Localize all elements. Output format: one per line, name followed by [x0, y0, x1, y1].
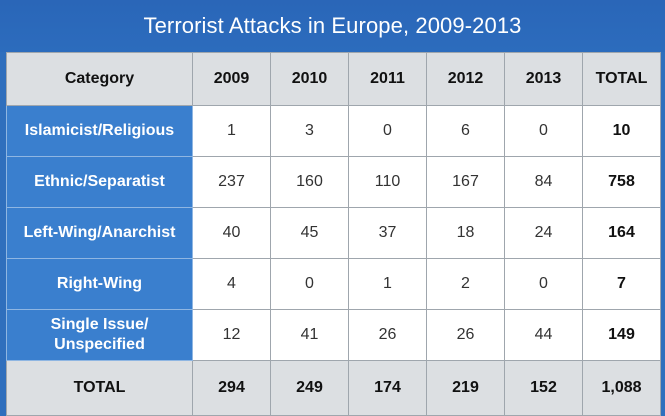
data-cell: 41 [270, 309, 349, 361]
chart-title: Terrorist Attacks in Europe, 2009-2013 [0, 0, 665, 52]
table-row: Left-Wing/Anarchist 40 45 37 18 24 164 [6, 207, 661, 259]
row-total-cell: 164 [582, 207, 661, 259]
category-label: Islamicist/Religious [6, 105, 193, 157]
total-cell: 294 [192, 360, 271, 416]
total-cell: 219 [426, 360, 505, 416]
table-row: Islamicist/Religious 1 3 0 6 0 10 [6, 105, 661, 157]
total-cell: 152 [504, 360, 583, 416]
category-label: Right-Wing [6, 258, 193, 310]
table-row: Single Issue/ Unspecified 12 41 26 26 44… [6, 309, 661, 361]
data-cell: 26 [348, 309, 427, 361]
column-header: TOTAL [582, 52, 661, 106]
column-header: Category [6, 52, 193, 106]
data-cell: 18 [426, 207, 505, 259]
data-cell: 160 [270, 156, 349, 208]
total-cell: 249 [270, 360, 349, 416]
category-label: Single Issue/ Unspecified [6, 309, 193, 361]
row-total-cell: 758 [582, 156, 661, 208]
row-total-cell: 7 [582, 258, 661, 310]
data-cell: 0 [348, 105, 427, 157]
data-cell: 0 [270, 258, 349, 310]
data-cell: 37 [348, 207, 427, 259]
data-cell: 1 [192, 105, 271, 157]
category-label: Ethnic/Separatist [6, 156, 193, 208]
data-cell: 40 [192, 207, 271, 259]
data-cell: 237 [192, 156, 271, 208]
data-cell: 44 [504, 309, 583, 361]
data-cell: 45 [270, 207, 349, 259]
data-cell: 84 [504, 156, 583, 208]
column-header: 2009 [192, 52, 271, 106]
row-total-cell: 10 [582, 105, 661, 157]
attacks-table: Category 2009 2010 2011 2012 2013 TOTAL … [6, 52, 661, 416]
category-label: Left-Wing/Anarchist [6, 207, 193, 259]
column-header: 2012 [426, 52, 505, 106]
total-label: TOTAL [6, 360, 193, 416]
grand-total-cell: 1,088 [582, 360, 661, 416]
data-cell: 24 [504, 207, 583, 259]
data-cell: 1 [348, 258, 427, 310]
column-header: 2013 [504, 52, 583, 106]
data-cell: 0 [504, 105, 583, 157]
table-row: Right-Wing 4 0 1 2 0 7 [6, 258, 661, 310]
header-row: Category 2009 2010 2011 2012 2013 TOTAL [6, 52, 661, 106]
total-row: TOTAL 294 249 174 219 152 1,088 [6, 360, 661, 416]
column-header: 2011 [348, 52, 427, 106]
data-cell: 110 [348, 156, 427, 208]
data-cell: 0 [504, 258, 583, 310]
data-cell: 4 [192, 258, 271, 310]
table-row: Ethnic/Separatist 237 160 110 167 84 758 [6, 156, 661, 208]
column-header: 2010 [270, 52, 349, 106]
data-cell: 6 [426, 105, 505, 157]
data-cell: 167 [426, 156, 505, 208]
row-total-cell: 149 [582, 309, 661, 361]
data-cell: 12 [192, 309, 271, 361]
data-cell: 2 [426, 258, 505, 310]
data-cell: 3 [270, 105, 349, 157]
total-cell: 174 [348, 360, 427, 416]
data-cell: 26 [426, 309, 505, 361]
